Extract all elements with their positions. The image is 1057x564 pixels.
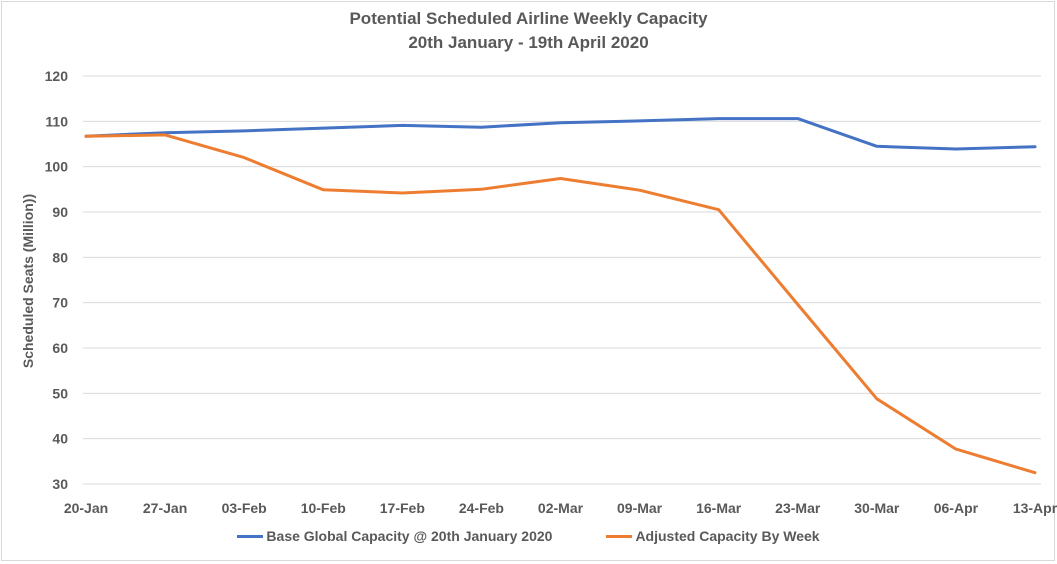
x-tick-label: 23-Mar: [775, 500, 821, 516]
x-tick-label: 17-Feb: [380, 500, 425, 516]
series-lines: [84, 117, 1037, 475]
x-tick-label: 03-Feb: [222, 500, 267, 516]
chart-title: Potential Scheduled Airline Weekly Capac…: [349, 9, 708, 28]
legend: Base Global Capacity @ 20th January 2020…: [0, 528, 1057, 544]
legend-swatch-adjusted: [606, 534, 633, 538]
y-tick-label: 30: [52, 476, 68, 492]
chart-subtitle: 20th January - 19th April 2020: [408, 33, 649, 52]
x-tick-label: 09-Mar: [617, 500, 663, 516]
gridlines: [83, 75, 1041, 485]
x-tick-label: 20-Jan: [64, 500, 108, 516]
y-tick-label: 50: [52, 385, 68, 401]
x-tick-label: 16-Mar: [696, 500, 742, 516]
series-line-adjusted-capacity: [84, 133, 1037, 475]
y-tick-label: 100: [45, 159, 69, 175]
legend-label-base: Base Global Capacity @ 20th January 2020: [266, 528, 553, 544]
y-tick-label: 80: [52, 249, 68, 265]
series-line-base-global-capacity: [84, 117, 1037, 151]
y-tick-label: 40: [52, 431, 68, 447]
y-tick-label: 70: [52, 295, 68, 311]
legend-swatch-base: [237, 534, 264, 538]
legend-item-adjusted: Adjusted Capacity By Week: [606, 528, 820, 544]
x-tick-label: 13-Apr: [1013, 500, 1057, 516]
legend-item-base: Base Global Capacity @ 20th January 2020: [237, 528, 552, 544]
y-tick-label: 120: [45, 68, 69, 84]
x-tick-label: 06-Apr: [934, 500, 979, 516]
y-tick-label: 90: [52, 204, 68, 220]
y-axis-ticks: 120 110 100 90 80 70 60 50 40 30: [45, 68, 69, 492]
x-tick-label: 30-Mar: [854, 500, 900, 516]
x-tick-label: 24-Feb: [459, 500, 504, 516]
x-tick-label: 10-Feb: [301, 500, 346, 516]
y-tick-label: 110: [45, 113, 68, 129]
y-tick-label: 60: [52, 340, 68, 356]
x-axis-ticks: 20-Jan 27-Jan 03-Feb 10-Feb 17-Feb 24-Feb 02-M…: [64, 500, 1057, 516]
legend-label-adjusted: Adjusted Capacity By Week: [635, 528, 820, 544]
x-tick-label: 02-Mar: [538, 500, 584, 516]
x-tick-label: 27-Jan: [143, 500, 187, 516]
